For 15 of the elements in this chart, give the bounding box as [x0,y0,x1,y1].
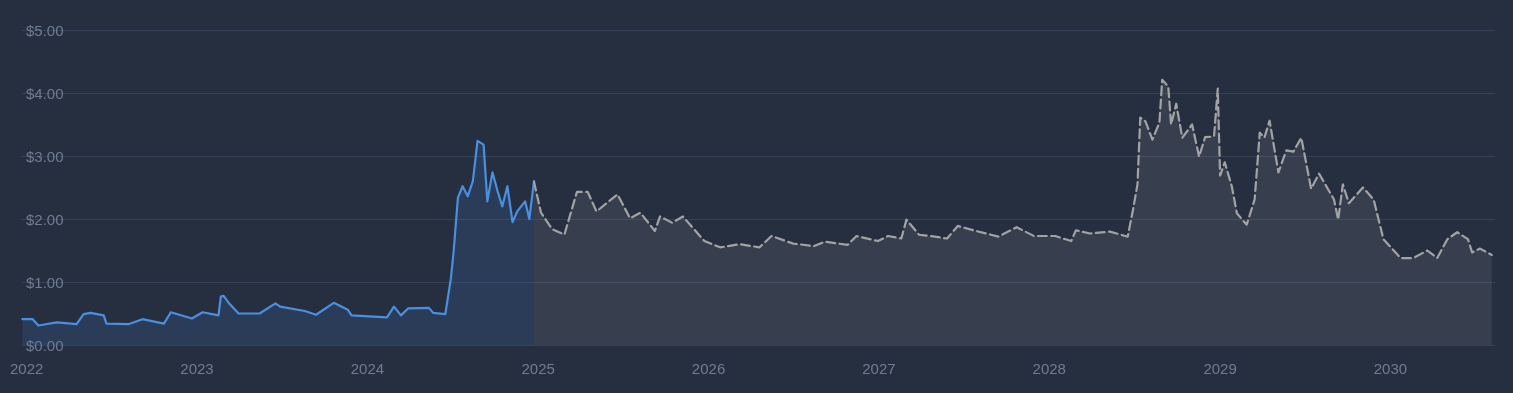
y-tick-label: $3.00 [26,147,64,165]
x-tick-label: 2022 [9,360,44,377]
x-tick-label: 2026 [691,360,726,377]
x-tick-label: 2027 [862,360,896,377]
x-tick-label: 2029 [1203,360,1237,377]
x-tick-label: 2028 [1032,360,1066,377]
x-tick-label: 2030 [1373,360,1408,377]
x-tick-label: 2023 [180,360,214,377]
y-tick-label: $5.00 [26,21,64,39]
x-tick-label: 2025 [521,360,555,377]
x-tick-label: 2024 [350,360,385,377]
y-tick-label: $4.00 [26,84,64,102]
y-tick-label: $1.00 [26,273,64,291]
y-tick-label: $2.00 [26,210,64,228]
y-tick-label: $0.00 [26,336,64,354]
